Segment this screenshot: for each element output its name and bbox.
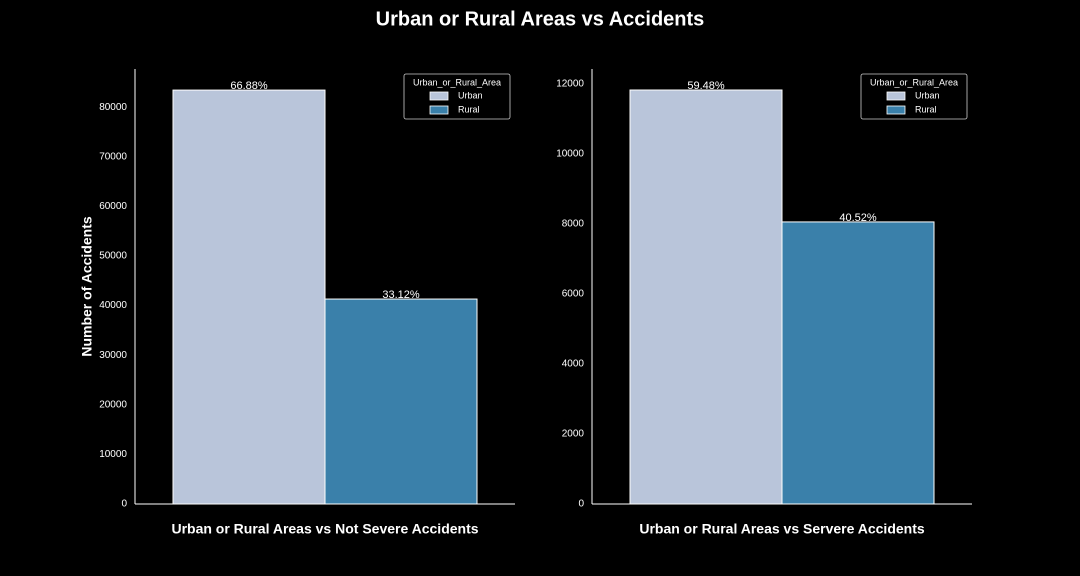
bar-annotation: 66.88% [230, 80, 268, 92]
y-tick-label: 80000 [99, 102, 127, 113]
y-tick-label: 20000 [99, 399, 127, 410]
bar-annotation: 40.52% [839, 212, 877, 224]
figure-title: Urban or Rural Areas vs Accidents [376, 8, 705, 30]
y-tick-label: 0 [578, 499, 584, 510]
legend-title: Urban_or_Rural_Area [413, 77, 501, 87]
y-tick-label: 30000 [99, 350, 127, 361]
legend-label: Rural [915, 104, 937, 114]
bar-annotation: 59.48% [687, 80, 725, 92]
bar [324, 298, 478, 505]
bar [172, 89, 326, 505]
bar [781, 221, 935, 505]
legend-label: Urban [458, 90, 483, 100]
legend-label: Rural [458, 104, 480, 114]
legend-swatch [429, 91, 449, 101]
y-tick-label: 4000 [562, 359, 585, 370]
y-tick-label: 6000 [562, 289, 585, 300]
bar-annotation: 33.12% [382, 289, 420, 301]
y-tick-label: 60000 [99, 201, 127, 212]
x-axis-label: Urban or Rural Areas vs Not Severe Accid… [171, 521, 478, 537]
legend-swatch [886, 105, 906, 115]
y-tick-label: 70000 [99, 151, 127, 162]
y-tick-label: 2000 [562, 429, 585, 440]
y-tick-label: 0 [121, 499, 127, 510]
y-tick-label: 8000 [562, 219, 585, 230]
x-axis-label: Urban or Rural Areas vs Servere Accident… [639, 521, 925, 537]
legend-swatch [886, 91, 906, 101]
legend-swatch [429, 105, 449, 115]
y-axis-label: Number of Accidents [79, 216, 95, 356]
y-tick-label: 50000 [99, 251, 127, 262]
legend-label: Urban [915, 90, 940, 100]
legend-title: Urban_or_Rural_Area [870, 77, 958, 87]
y-tick-label: 10000 [556, 149, 584, 160]
bar [629, 89, 783, 505]
y-tick-label: 10000 [99, 449, 127, 460]
y-tick-label: 12000 [556, 79, 584, 90]
y-tick-label: 40000 [99, 300, 127, 311]
